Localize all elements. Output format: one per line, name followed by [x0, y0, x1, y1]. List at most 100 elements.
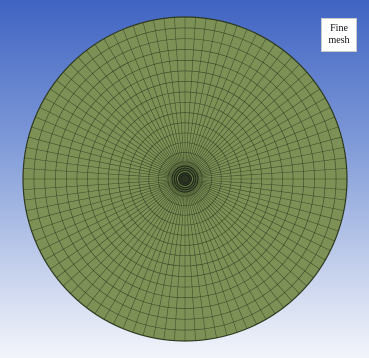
- mesh-core-ring: [171, 165, 199, 193]
- mesh-spoke: [77, 184, 180, 301]
- mesh-spoke: [188, 38, 267, 173]
- mesh-spoke: [185, 17, 196, 172]
- mesh-spoke: [190, 184, 293, 301]
- mesh-spoke: [31, 126, 178, 177]
- mesh-spoke: [192, 181, 339, 232]
- mesh-spoke: [44, 182, 179, 261]
- mesh-spoke: [191, 88, 320, 175]
- mesh-spoke: [50, 183, 179, 270]
- mesh-spoke: [63, 184, 180, 287]
- mesh-spoke: [192, 157, 346, 179]
- mesh-spoke: [142, 186, 184, 336]
- mesh-spoke: [31, 181, 178, 232]
- mesh-spoke: [122, 186, 183, 329]
- mesh-spoke: [39, 182, 178, 251]
- mesh-spoke: [188, 186, 257, 325]
- mesh-spoke: [192, 107, 331, 176]
- mesh-spoke: [192, 126, 339, 177]
- mesh-spoke: [191, 182, 326, 261]
- mesh-spoke: [190, 71, 307, 174]
- mesh-spoke: [103, 185, 182, 320]
- mesh-spoke: [191, 183, 314, 278]
- mesh-spoke: [187, 186, 248, 329]
- mesh-spoke: [103, 38, 182, 173]
- mesh-spoke: [24, 157, 178, 179]
- mesh-spoke: [122, 29, 183, 172]
- mesh-spoke: [28, 136, 178, 178]
- mesh-spoke: [189, 185, 276, 314]
- mesh-spoke: [185, 186, 207, 340]
- mesh-spoke: [26, 147, 178, 178]
- mesh-spoke: [188, 185, 267, 320]
- mesh-spoke: [191, 97, 326, 176]
- mesh-spoke: [185, 186, 196, 341]
- mesh-spoke: [192, 179, 346, 201]
- mesh-spoke: [35, 181, 178, 242]
- mesh-spoke: [187, 25, 238, 172]
- mesh-spoke: [174, 17, 185, 172]
- mesh-spoke: [189, 50, 284, 173]
- mesh-core-ring: [173, 167, 197, 191]
- mesh-spoke: [192, 116, 335, 177]
- mesh-spoke: [186, 20, 217, 172]
- mesh-spoke: [191, 183, 320, 270]
- mesh-spoke: [132, 25, 183, 172]
- mesh-spoke: [153, 20, 184, 172]
- mesh-spoke: [26, 180, 178, 211]
- mesh-spoke: [70, 184, 180, 294]
- mesh-spoke: [56, 183, 179, 278]
- mesh-label-box: Fine mesh: [321, 18, 357, 52]
- mesh-spoke: [113, 186, 182, 325]
- label-line-2: mesh: [328, 35, 350, 46]
- mesh-spoke: [142, 22, 184, 172]
- mesh-spoke: [192, 179, 347, 190]
- mesh-spoke: [50, 88, 179, 175]
- mesh-spoke: [192, 180, 342, 222]
- mesh-spoke: [186, 22, 228, 172]
- mesh-spoke: [23, 168, 178, 179]
- mesh-spoke: [153, 186, 184, 338]
- mesh-spoke: [191, 80, 314, 175]
- mesh-spoke: [192, 168, 347, 179]
- mesh-spoke: [63, 71, 180, 174]
- mesh-spoke: [174, 186, 185, 341]
- mesh-spoke: [28, 180, 178, 222]
- mesh-spoke: [186, 186, 228, 336]
- mesh-spoke: [94, 185, 181, 314]
- mesh-spoke: [35, 116, 178, 177]
- mesh-spoke: [192, 182, 331, 251]
- mesh-spoke: [86, 50, 181, 173]
- mesh-spoke: [39, 107, 178, 176]
- mesh-spoke: [189, 44, 276, 173]
- mesh-spoke: [186, 186, 217, 338]
- mesh-spoke: [44, 97, 179, 176]
- mesh-spoke: [190, 57, 293, 174]
- mesh-spoke: [56, 80, 179, 175]
- mesh-spoke: [24, 179, 178, 201]
- mesh-spoke: [70, 64, 180, 174]
- mesh-spoke: [185, 18, 207, 172]
- label-line-1: Fine: [330, 23, 348, 34]
- mesh-spoke: [23, 179, 178, 190]
- mesh-core-ring: [175, 169, 195, 189]
- mesh-spoke: [190, 64, 300, 174]
- mesh-spoke: [192, 180, 344, 211]
- mesh-spoke: [190, 184, 300, 294]
- mesh-spoke: [113, 33, 182, 172]
- mesh-spoke: [188, 33, 257, 172]
- mesh-spoke: [163, 18, 185, 172]
- mesh-spoke: [189, 185, 284, 308]
- mesh-spoke: [190, 184, 307, 287]
- mesh-spoke: [192, 181, 335, 242]
- mesh-spoke: [187, 186, 238, 333]
- mesh-spoke: [192, 136, 342, 178]
- mesh-spoke: [94, 44, 181, 173]
- mesh-spoke: [132, 186, 183, 333]
- mesh-spoke: [192, 147, 344, 178]
- mesh-spoke: [77, 57, 180, 174]
- mesh-spoke: [187, 29, 248, 172]
- mesh-spoke: [163, 186, 185, 340]
- mesh-core: [178, 172, 192, 186]
